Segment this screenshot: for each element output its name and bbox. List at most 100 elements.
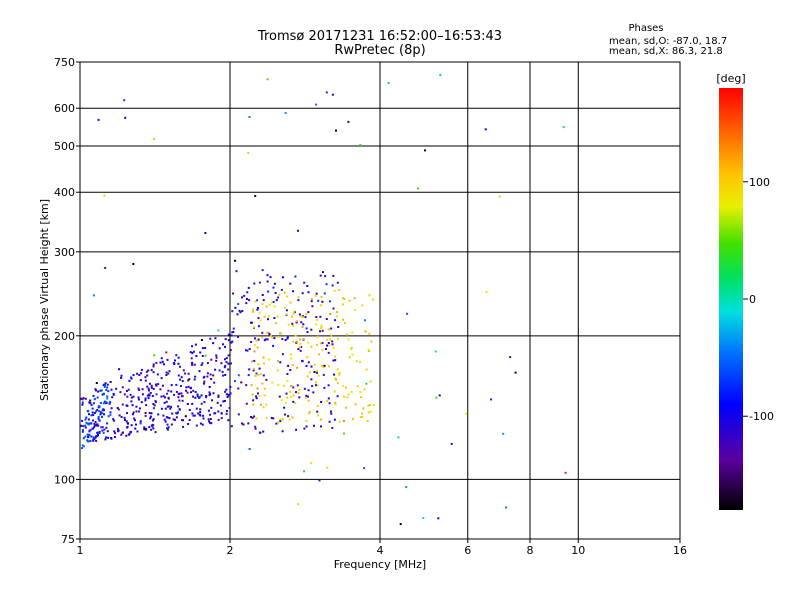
data-point [309,371,311,374]
data-point [397,436,400,439]
data-point [85,416,88,419]
data-point [221,370,224,373]
data-point [316,410,319,413]
data-point [217,329,220,332]
data-point [101,426,104,429]
data-point [121,386,124,389]
data-point [369,410,372,413]
data-point [268,332,271,335]
data-point [125,420,128,423]
data-point [98,430,101,433]
data-point [338,372,341,375]
data-point [193,378,196,381]
data-point [127,388,130,391]
data-point [260,373,262,376]
data-point [106,397,109,400]
data-point [87,418,90,421]
data-point [174,359,176,362]
data-point [108,402,111,405]
data-point [155,393,158,396]
data-point [98,405,101,408]
data-point [222,374,225,377]
data-point [92,414,95,416]
data-point [153,138,155,140]
data-point [136,372,139,375]
data-point [315,318,318,321]
data-point [255,395,258,398]
data-point [105,436,108,439]
data-point [155,383,158,386]
data-point [336,382,339,385]
data-point [177,405,180,408]
data-point [237,303,240,306]
data-point [276,369,279,372]
data-point [119,391,122,394]
data-point [247,374,250,377]
data-point [81,401,84,404]
data-point [169,407,172,410]
data-point [362,407,365,410]
data-point [165,371,168,374]
data-point [141,393,144,396]
data-point [85,421,88,424]
data-point [112,418,115,421]
data-point [277,384,280,387]
data-point [88,429,91,432]
data-point [298,389,301,391]
data-point [104,401,107,404]
data-point [237,374,240,377]
data-point [225,357,228,360]
data-point [320,401,323,403]
colorbar-label: [deg] [716,72,745,85]
data-point [227,419,230,422]
data-point [112,393,115,396]
data-point [157,413,160,416]
colorbar-tick-label: 100 [749,176,770,189]
data-point [160,357,163,360]
data-point [273,282,276,285]
data-point [137,387,140,390]
y-tick-label: 100 [54,473,75,486]
data-point [152,418,155,421]
data-point [252,326,255,329]
data-point [336,395,339,398]
data-point [102,393,105,396]
data-point [218,347,221,350]
data-point [356,385,359,388]
data-point [234,259,237,262]
data-point [199,351,202,354]
data-point [194,343,197,346]
data-point [205,396,208,399]
data-point [252,403,255,406]
data-point [229,392,232,395]
data-point [178,408,181,411]
data-point [107,390,110,393]
data-point [361,304,364,307]
data-point [329,313,332,315]
data-point [223,400,226,402]
data-point [422,517,425,519]
data-point [333,418,336,421]
data-point [180,392,183,395]
data-point [140,368,143,371]
data-point [93,424,96,427]
x-tick-label: 8 [527,544,534,557]
data-point [92,439,95,442]
data-point [196,393,199,396]
data-point [450,442,453,445]
data-point [130,424,133,427]
data-point [178,392,181,395]
data-point [360,412,363,415]
data-point [130,377,133,380]
data-point [372,298,375,301]
data-point [149,392,152,394]
data-point [258,311,261,314]
data-point [166,392,169,395]
data-point [308,411,311,413]
data-point [276,315,279,318]
data-point [306,375,309,378]
data-point [254,425,257,428]
data-point [110,437,113,440]
data-point [320,326,323,329]
